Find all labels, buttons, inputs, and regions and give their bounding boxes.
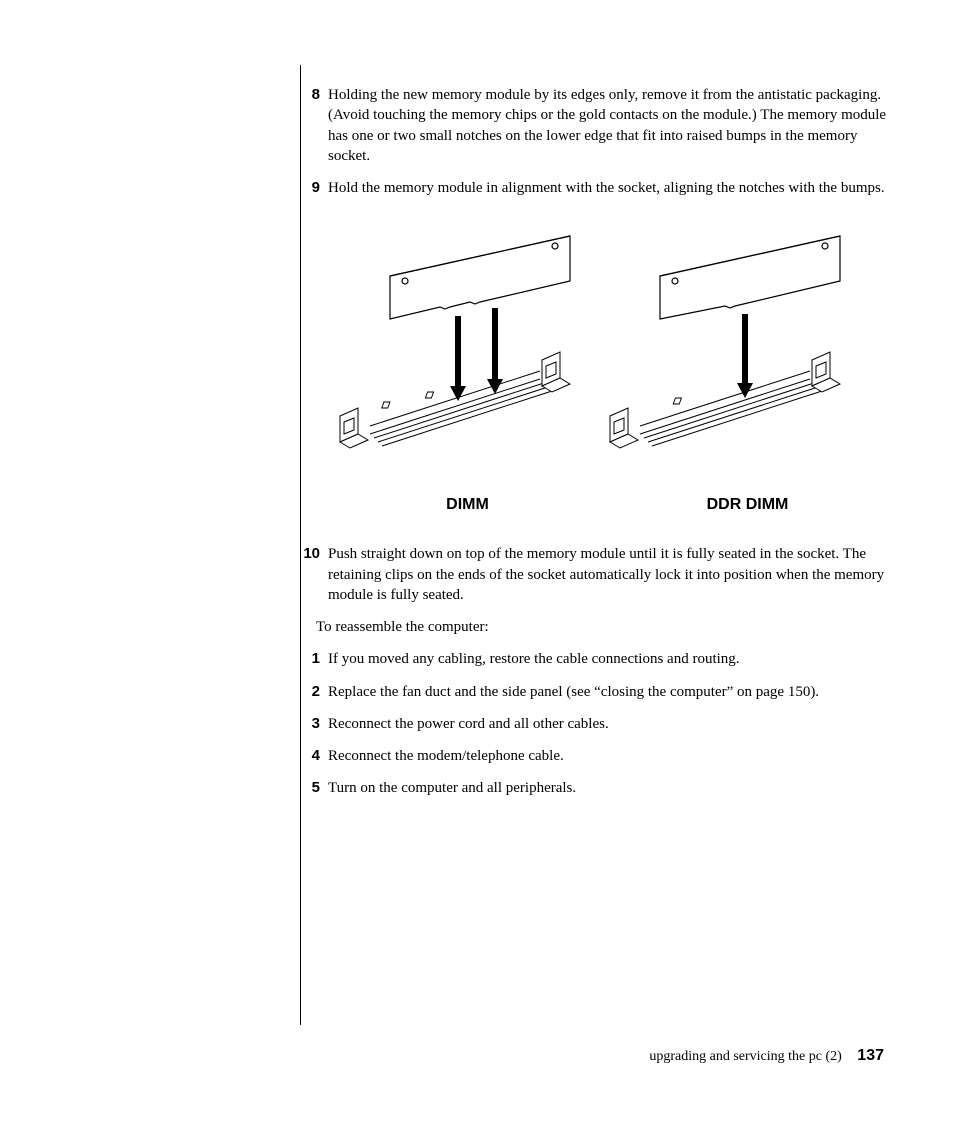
step-number: 10 — [300, 544, 328, 605]
reassemble-step-3: 3 Reconnect the power cord and all other… — [300, 714, 890, 734]
step-number: 5 — [300, 778, 328, 798]
reassemble-step-1: 1 If you moved any cabling, restore the … — [300, 649, 890, 669]
dimm-diagram-svg — [300, 216, 860, 466]
step-text: Push straight down on top of the memory … — [328, 544, 890, 605]
step-text: Reconnect the power cord and all other c… — [328, 714, 890, 734]
reassemble-step-2: 2 Replace the fan duct and the side pane… — [300, 682, 890, 702]
step-number: 4 — [300, 746, 328, 766]
footer-section-title: upgrading and servicing the pc (2) — [649, 1049, 841, 1064]
step-text: Hold the memory module in alignment with… — [328, 178, 890, 198]
footer-page-number: 137 — [857, 1047, 884, 1064]
reassemble-intro: To reassemble the computer: — [316, 617, 890, 637]
page-footer: upgrading and servicing the pc (2) 137 — [649, 1047, 884, 1065]
step-text: Holding the new memory module by its edg… — [328, 85, 890, 166]
reassemble-step-4: 4 Reconnect the modem/telephone cable. — [300, 746, 890, 766]
step-9: 9 Hold the memory module in alignment wi… — [300, 178, 890, 198]
step-10: 10 Push straight down on top of the memo… — [300, 544, 890, 605]
step-8: 8 Holding the new memory module by its e… — [300, 85, 890, 166]
step-text: Turn on the computer and all peripherals… — [328, 778, 890, 798]
page-content: 8 Holding the new memory module by its e… — [300, 85, 890, 811]
label-ddr-dimm: DDR DIMM — [595, 496, 890, 514]
step-number: 8 — [300, 85, 328, 166]
label-dimm: DIMM — [300, 496, 595, 514]
step-number: 3 — [300, 714, 328, 734]
step-number: 9 — [300, 178, 328, 198]
step-text: If you moved any cabling, restore the ca… — [328, 649, 890, 669]
diagram-labels: DIMM DDR DIMM — [300, 496, 890, 514]
step-number: 1 — [300, 649, 328, 669]
memory-diagram — [300, 216, 890, 486]
step-text: Reconnect the modem/telephone cable. — [328, 746, 890, 766]
reassemble-step-5: 5 Turn on the computer and all periphera… — [300, 778, 890, 798]
step-text: Replace the fan duct and the side panel … — [328, 682, 890, 702]
step-number: 2 — [300, 682, 328, 702]
